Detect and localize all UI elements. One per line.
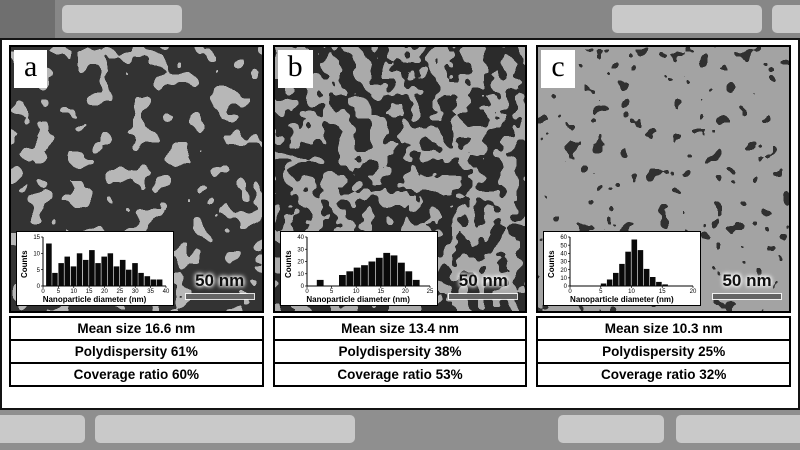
panel-letter: b [277,50,313,88]
scale-bar-label: 50 nm [458,271,508,290]
svg-text:25: 25 [426,289,433,294]
svg-text:20: 20 [690,289,697,294]
svg-text:10: 10 [629,289,636,294]
svg-text:15: 15 [377,289,384,294]
chrome-blob [0,415,85,443]
histogram-x-label: Nanoparticle diameter (nm) [570,295,674,304]
stat-coverage-ratio: Coverage ratio 53% [272,362,528,387]
svg-text:15: 15 [33,235,40,241]
svg-text:10: 10 [353,289,360,294]
histogram-plot: 0 5 10 15 20 25 0 10 20 30 40 [294,234,434,295]
chrome-blob [95,415,355,443]
svg-text:35: 35 [147,289,154,294]
histogram-inset: Counts 0 5 10 15 20 25 30 35 40 0 5 10 15 Nanopartic… [16,231,174,306]
micrograph-a: a Counts 0 5 10 15 20 25 30 35 40 0 5 10 15 Nanopart… [9,45,264,313]
svg-text:0: 0 [564,284,568,290]
svg-text:25: 25 [117,289,124,294]
window-chrome-bottom [0,410,800,450]
stat-polydispersity: Polydispersity 25% [536,339,792,364]
stat-polydispersity: Polydispersity 38% [272,339,528,364]
svg-text:0: 0 [41,289,45,294]
svg-text:10: 10 [33,252,40,258]
stat-polydispersity: Polydispersity 61% [9,339,264,364]
window-chrome-top [0,0,800,38]
scale-bar-line [185,294,254,299]
svg-text:20: 20 [561,268,568,274]
stats-table: Mean size 16.6 nm Polydispersity 61% Cov… [9,316,264,387]
scale-bar-line [713,294,782,299]
scale-bar-line [449,294,518,299]
svg-text:0: 0 [305,289,309,294]
histogram-plot: 0 5 10 15 20 0 10 20 30 40 50 60 [557,234,698,295]
svg-text:5: 5 [330,289,334,294]
svg-text:20: 20 [402,289,409,294]
svg-text:40: 40 [561,252,568,258]
chrome-blob [772,5,800,33]
micrograph-c: c Counts 0 5 10 15 20 0 10 20 30 40 50 60 Nanoparti… [536,45,792,313]
histogram-x-label: Nanoparticle diameter (nm) [306,295,410,304]
panel-a: a Counts 0 5 10 15 20 25 30 35 40 0 5 10 15 Nanopart… [9,45,264,403]
svg-text:0: 0 [300,284,304,290]
svg-text:5: 5 [37,268,41,274]
panel-letter: a [14,50,48,88]
svg-text:30: 30 [132,289,139,294]
stat-coverage-ratio: Coverage ratio 32% [536,362,792,387]
micrograph-b: b Counts 0 5 10 15 20 25 0 10 20 30 40 Nanoparticl… [272,45,528,313]
panel-c: c Counts 0 5 10 15 20 0 10 20 30 40 50 60 Nanoparti… [536,45,792,403]
svg-text:5: 5 [57,289,61,294]
panel-b: b Counts 0 5 10 15 20 25 0 10 20 30 40 Nanoparticl… [272,45,528,403]
svg-text:40: 40 [163,289,170,294]
svg-text:0: 0 [569,289,573,294]
histogram-y-label: Counts [20,250,29,278]
scale-bar: 50 nm [185,271,254,299]
histogram-plot: 0 5 10 15 20 25 30 35 40 0 5 10 15 [30,234,170,295]
svg-text:10: 10 [561,276,568,282]
scale-bar-label: 50 nm [195,271,245,290]
chrome-blob [676,415,800,443]
figure: a Counts 0 5 10 15 20 25 30 35 40 0 5 10 15 Nanopart… [0,38,800,410]
svg-text:15: 15 [659,289,666,294]
chrome-blob [558,415,664,443]
scale-bar: 50 nm [449,271,518,299]
chrome-blob [62,5,182,33]
stats-table: Mean size 10.3 nm Polydispersity 25% Cov… [536,316,792,387]
svg-text:30: 30 [561,260,568,266]
stat-mean-size: Mean size 10.3 nm [536,316,792,341]
panel-letter: c [541,50,575,88]
histogram-y-label: Counts [283,250,293,278]
svg-text:60: 60 [561,235,568,241]
svg-text:20: 20 [297,260,304,266]
histogram-inset: Counts 0 5 10 15 20 25 0 10 20 30 40 Nanoparticle … [279,231,438,306]
svg-text:10: 10 [70,289,77,294]
svg-text:30: 30 [297,247,304,253]
svg-text:15: 15 [86,289,93,294]
stat-mean-size: Mean size 16.6 nm [9,316,264,341]
scale-bar-label: 50 nm [722,271,772,290]
chrome-shade [0,0,55,38]
svg-text:5: 5 [599,289,603,294]
chrome-blob [612,5,762,33]
svg-text:40: 40 [297,235,304,241]
svg-text:0: 0 [37,284,41,290]
stats-table: Mean size 13.4 nm Polydispersity 38% Cov… [272,316,528,387]
svg-text:10: 10 [297,272,304,278]
stat-mean-size: Mean size 13.4 nm [272,316,528,341]
svg-text:20: 20 [101,289,108,294]
scale-bar: 50 nm [713,271,782,299]
histogram-x-label: Nanoparticle diameter (nm) [42,295,147,304]
svg-text:50: 50 [561,243,568,249]
stat-coverage-ratio: Coverage ratio 60% [9,362,264,387]
histogram-inset: Counts 0 5 10 15 20 0 10 20 30 40 50 60 Nanoparticl… [543,231,702,306]
histogram-y-label: Counts [547,250,557,278]
